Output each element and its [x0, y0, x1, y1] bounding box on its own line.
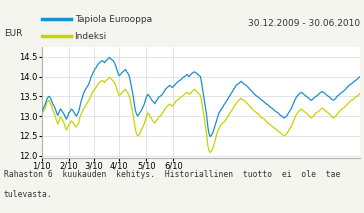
Text: 30.12.2009 - 30.06.2010: 30.12.2009 - 30.06.2010	[248, 19, 360, 28]
Text: EUR: EUR	[4, 29, 22, 37]
Text: Rahaston 6  kuukauden  kehitys.  Historiallinen  tuotto  ei  ole  tae: Rahaston 6 kuukauden kehitys. Historiall…	[4, 170, 340, 179]
Text: Indeksi: Indeksi	[75, 32, 107, 41]
Text: Tapiola Eurooppa: Tapiola Eurooppa	[75, 15, 152, 24]
Text: tulevasta.: tulevasta.	[4, 190, 52, 199]
